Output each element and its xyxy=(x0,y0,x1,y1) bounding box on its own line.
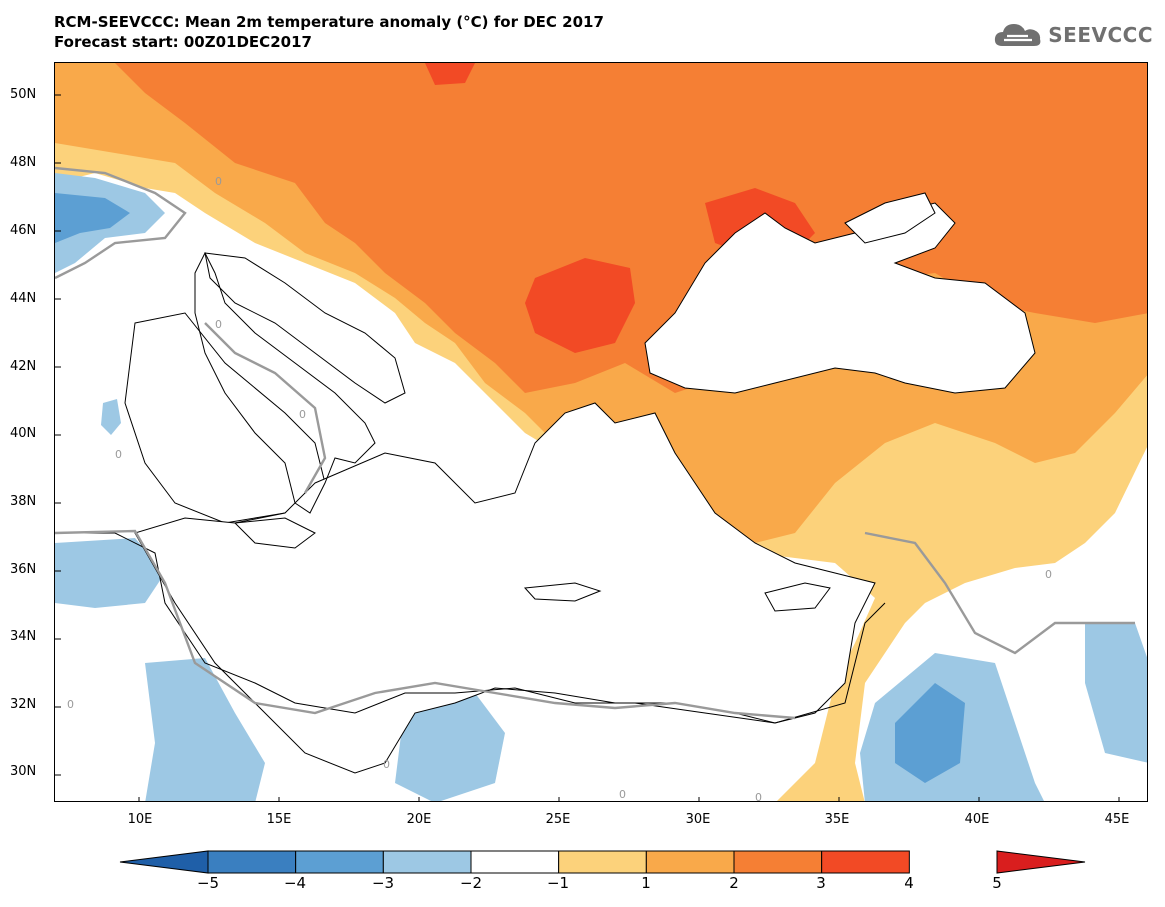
contour-label: 0 xyxy=(1045,568,1052,581)
lat-label: 42N xyxy=(10,359,37,374)
colorbar-segments xyxy=(119,850,1086,874)
lon-label: 15E xyxy=(266,812,292,827)
lat-label: 48N xyxy=(10,155,37,170)
title-line-1: RCM-SEEVCCC: Mean 2m temperature anomaly… xyxy=(54,13,604,31)
sicily-coastline xyxy=(233,517,316,549)
colorbar-label: 4 xyxy=(904,874,914,892)
adriatic-sea xyxy=(204,252,406,404)
colorbar-label: 3 xyxy=(816,874,826,892)
anomaly-neg-arabia-core xyxy=(895,683,965,783)
colorbar-segment xyxy=(382,850,472,874)
zero-contour-africa xyxy=(55,529,796,720)
contour-label: 0 xyxy=(619,788,626,801)
colorbar-label: −4 xyxy=(283,874,307,892)
colorbar-label: −5 xyxy=(196,874,220,892)
colorbar-label: −1 xyxy=(546,874,570,892)
zero-contour xyxy=(55,166,187,280)
contour-label: 0 xyxy=(215,175,222,188)
lat-label: 46N xyxy=(10,223,37,238)
contour-label: 0 xyxy=(755,791,762,802)
lat-label: 50N xyxy=(10,87,37,102)
colorbar-segment xyxy=(558,850,647,874)
north-africa-coastline xyxy=(55,532,886,724)
map-title: RCM-SEEVCCC: Mean 2m temperature anomaly… xyxy=(54,12,604,52)
colorbar-arrow-high xyxy=(996,850,1086,874)
lat-label: 32N xyxy=(10,697,37,712)
contour-label: 0 xyxy=(299,408,306,421)
anomaly-neg-iraq xyxy=(1085,623,1147,763)
lat-label: 30N xyxy=(10,764,37,779)
contour-label: 0 xyxy=(67,698,74,711)
colorbar-segment xyxy=(821,850,910,874)
contour-label: 0 xyxy=(115,448,122,461)
lon-label: 45E xyxy=(1104,812,1130,827)
lon-label: 10E xyxy=(127,812,153,827)
contour-label: 0 xyxy=(383,758,390,771)
anomaly-neg-corsica xyxy=(101,399,121,435)
lat-label: 44N xyxy=(10,291,37,306)
sea-of-azov xyxy=(844,192,936,244)
anomaly-4-5-region xyxy=(525,258,635,353)
anomaly-neg-libya xyxy=(395,693,505,801)
anomaly-4-5-region-north xyxy=(425,63,475,85)
contour-label: 0 xyxy=(215,318,222,331)
seevccc-logo: SEEVCCC xyxy=(992,20,1153,50)
colorbar-arrow-low xyxy=(119,850,209,874)
lat-label: 38N xyxy=(10,494,37,509)
cloud-icon xyxy=(995,24,1041,46)
colorbar-segment xyxy=(645,850,735,874)
anomaly-map: 0 0 0 0 0 0 0 0 0 xyxy=(55,63,1147,802)
lon-label: 20E xyxy=(406,812,432,827)
colorbar-label: −2 xyxy=(459,874,483,892)
lon-label: 40E xyxy=(964,812,990,827)
colorbar-label: 1 xyxy=(641,874,651,892)
colorbar-segment xyxy=(295,850,384,874)
title-line-2: Forecast start: 00Z01DEC2017 xyxy=(54,33,312,51)
graticule-ticks xyxy=(55,94,1120,801)
colorbar-label: 2 xyxy=(729,874,739,892)
lat-label: 36N xyxy=(10,562,37,577)
lon-label: 25E xyxy=(545,812,571,827)
ionian-aegean-sea xyxy=(134,402,876,774)
italy-coastline xyxy=(194,251,376,514)
map-panel: 0 0 0 0 0 0 0 0 0 xyxy=(54,62,1148,802)
crete-coastline xyxy=(523,582,602,602)
colorbar-label: 5 xyxy=(992,874,1002,892)
colorbar-segment xyxy=(733,850,823,874)
colorbar xyxy=(119,850,1086,874)
lon-label: 30E xyxy=(685,812,711,827)
colorbar-segment xyxy=(207,850,297,874)
lat-label: 34N xyxy=(10,629,37,644)
cyprus-coastline xyxy=(764,582,831,612)
black-sea xyxy=(644,202,1036,394)
zero-contour-east xyxy=(864,531,1135,655)
anomaly-neg-alps-core xyxy=(55,193,130,243)
anomaly-neg-nafrica xyxy=(145,658,265,801)
colorbar-label: −3 xyxy=(371,874,395,892)
lat-label: 40N xyxy=(10,426,37,441)
zero-contour-italy xyxy=(204,322,327,494)
anomaly-neg-nafrica-west xyxy=(55,538,165,608)
colorbar-segment xyxy=(470,850,560,874)
logo-text: SEEVCCC xyxy=(1048,23,1153,47)
lon-label: 35E xyxy=(824,812,850,827)
anomaly-3-4-region xyxy=(115,63,1147,393)
